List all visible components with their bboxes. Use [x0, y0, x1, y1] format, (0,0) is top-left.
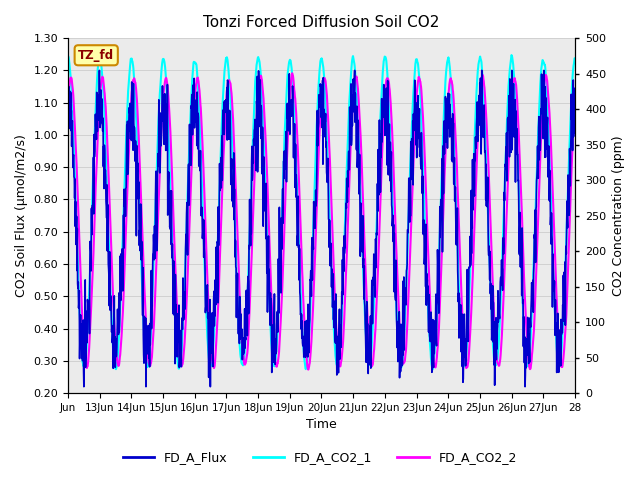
FD_A_Flux [571, 103, 579, 108]
FD_A_CO2_1 [429, 367, 436, 372]
FD_A_CO2_2 [64, 88, 72, 94]
FD_A_CO2_2 [516, 147, 524, 153]
FD_A_Flux [565, 213, 573, 218]
FD_A_CO2_2 [305, 367, 312, 372]
FD_A_CO2_1 [571, 56, 579, 61]
Legend: FD_A_Flux, FD_A_CO2_1, FD_A_CO2_2: FD_A_Flux, FD_A_CO2_1, FD_A_CO2_2 [118, 446, 522, 469]
FD_A_CO2_1 [308, 268, 316, 274]
FD_A_CO2_1 [441, 92, 449, 98]
FD_A_CO2_1 [143, 364, 151, 370]
Line: FD_A_CO2_1: FD_A_CO2_1 [68, 55, 575, 370]
Text: TZ_fd: TZ_fd [78, 49, 115, 62]
FD_A_CO2_2 [289, 71, 296, 76]
FD_A_Flux [144, 350, 152, 356]
FD_A_CO2_2 [571, 99, 579, 105]
FD_A_CO2_2 [299, 275, 307, 280]
FD_A_CO2_2 [143, 346, 151, 352]
FD_A_Flux [95, 68, 103, 73]
Y-axis label: CO2 Concentration (ppm): CO2 Concentration (ppm) [612, 135, 625, 296]
FD_A_CO2_1 [298, 324, 306, 330]
Title: Tonzi Forced Diffusion Soil CO2: Tonzi Forced Diffusion Soil CO2 [204, 15, 440, 30]
Line: FD_A_CO2_2: FD_A_CO2_2 [68, 73, 575, 370]
FD_A_CO2_1 [508, 52, 515, 58]
FD_A_Flux [299, 343, 307, 348]
FD_A_Flux [442, 124, 449, 130]
FD_A_Flux [64, 110, 72, 116]
FD_A_CO2_1 [64, 54, 72, 60]
Y-axis label: CO2 Soil Flux (μmol/m2/s): CO2 Soil Flux (μmol/m2/s) [15, 134, 28, 297]
X-axis label: Time: Time [306, 419, 337, 432]
FD_A_CO2_2 [565, 241, 573, 247]
FD_A_CO2_1 [565, 158, 573, 164]
FD_A_CO2_2 [308, 317, 316, 323]
FD_A_Flux [308, 277, 316, 283]
Line: FD_A_Flux: FD_A_Flux [68, 71, 575, 387]
FD_A_Flux [516, 252, 524, 257]
FD_A_CO2_2 [442, 159, 449, 165]
FD_A_CO2_1 [516, 204, 524, 209]
FD_A_Flux [80, 384, 88, 390]
